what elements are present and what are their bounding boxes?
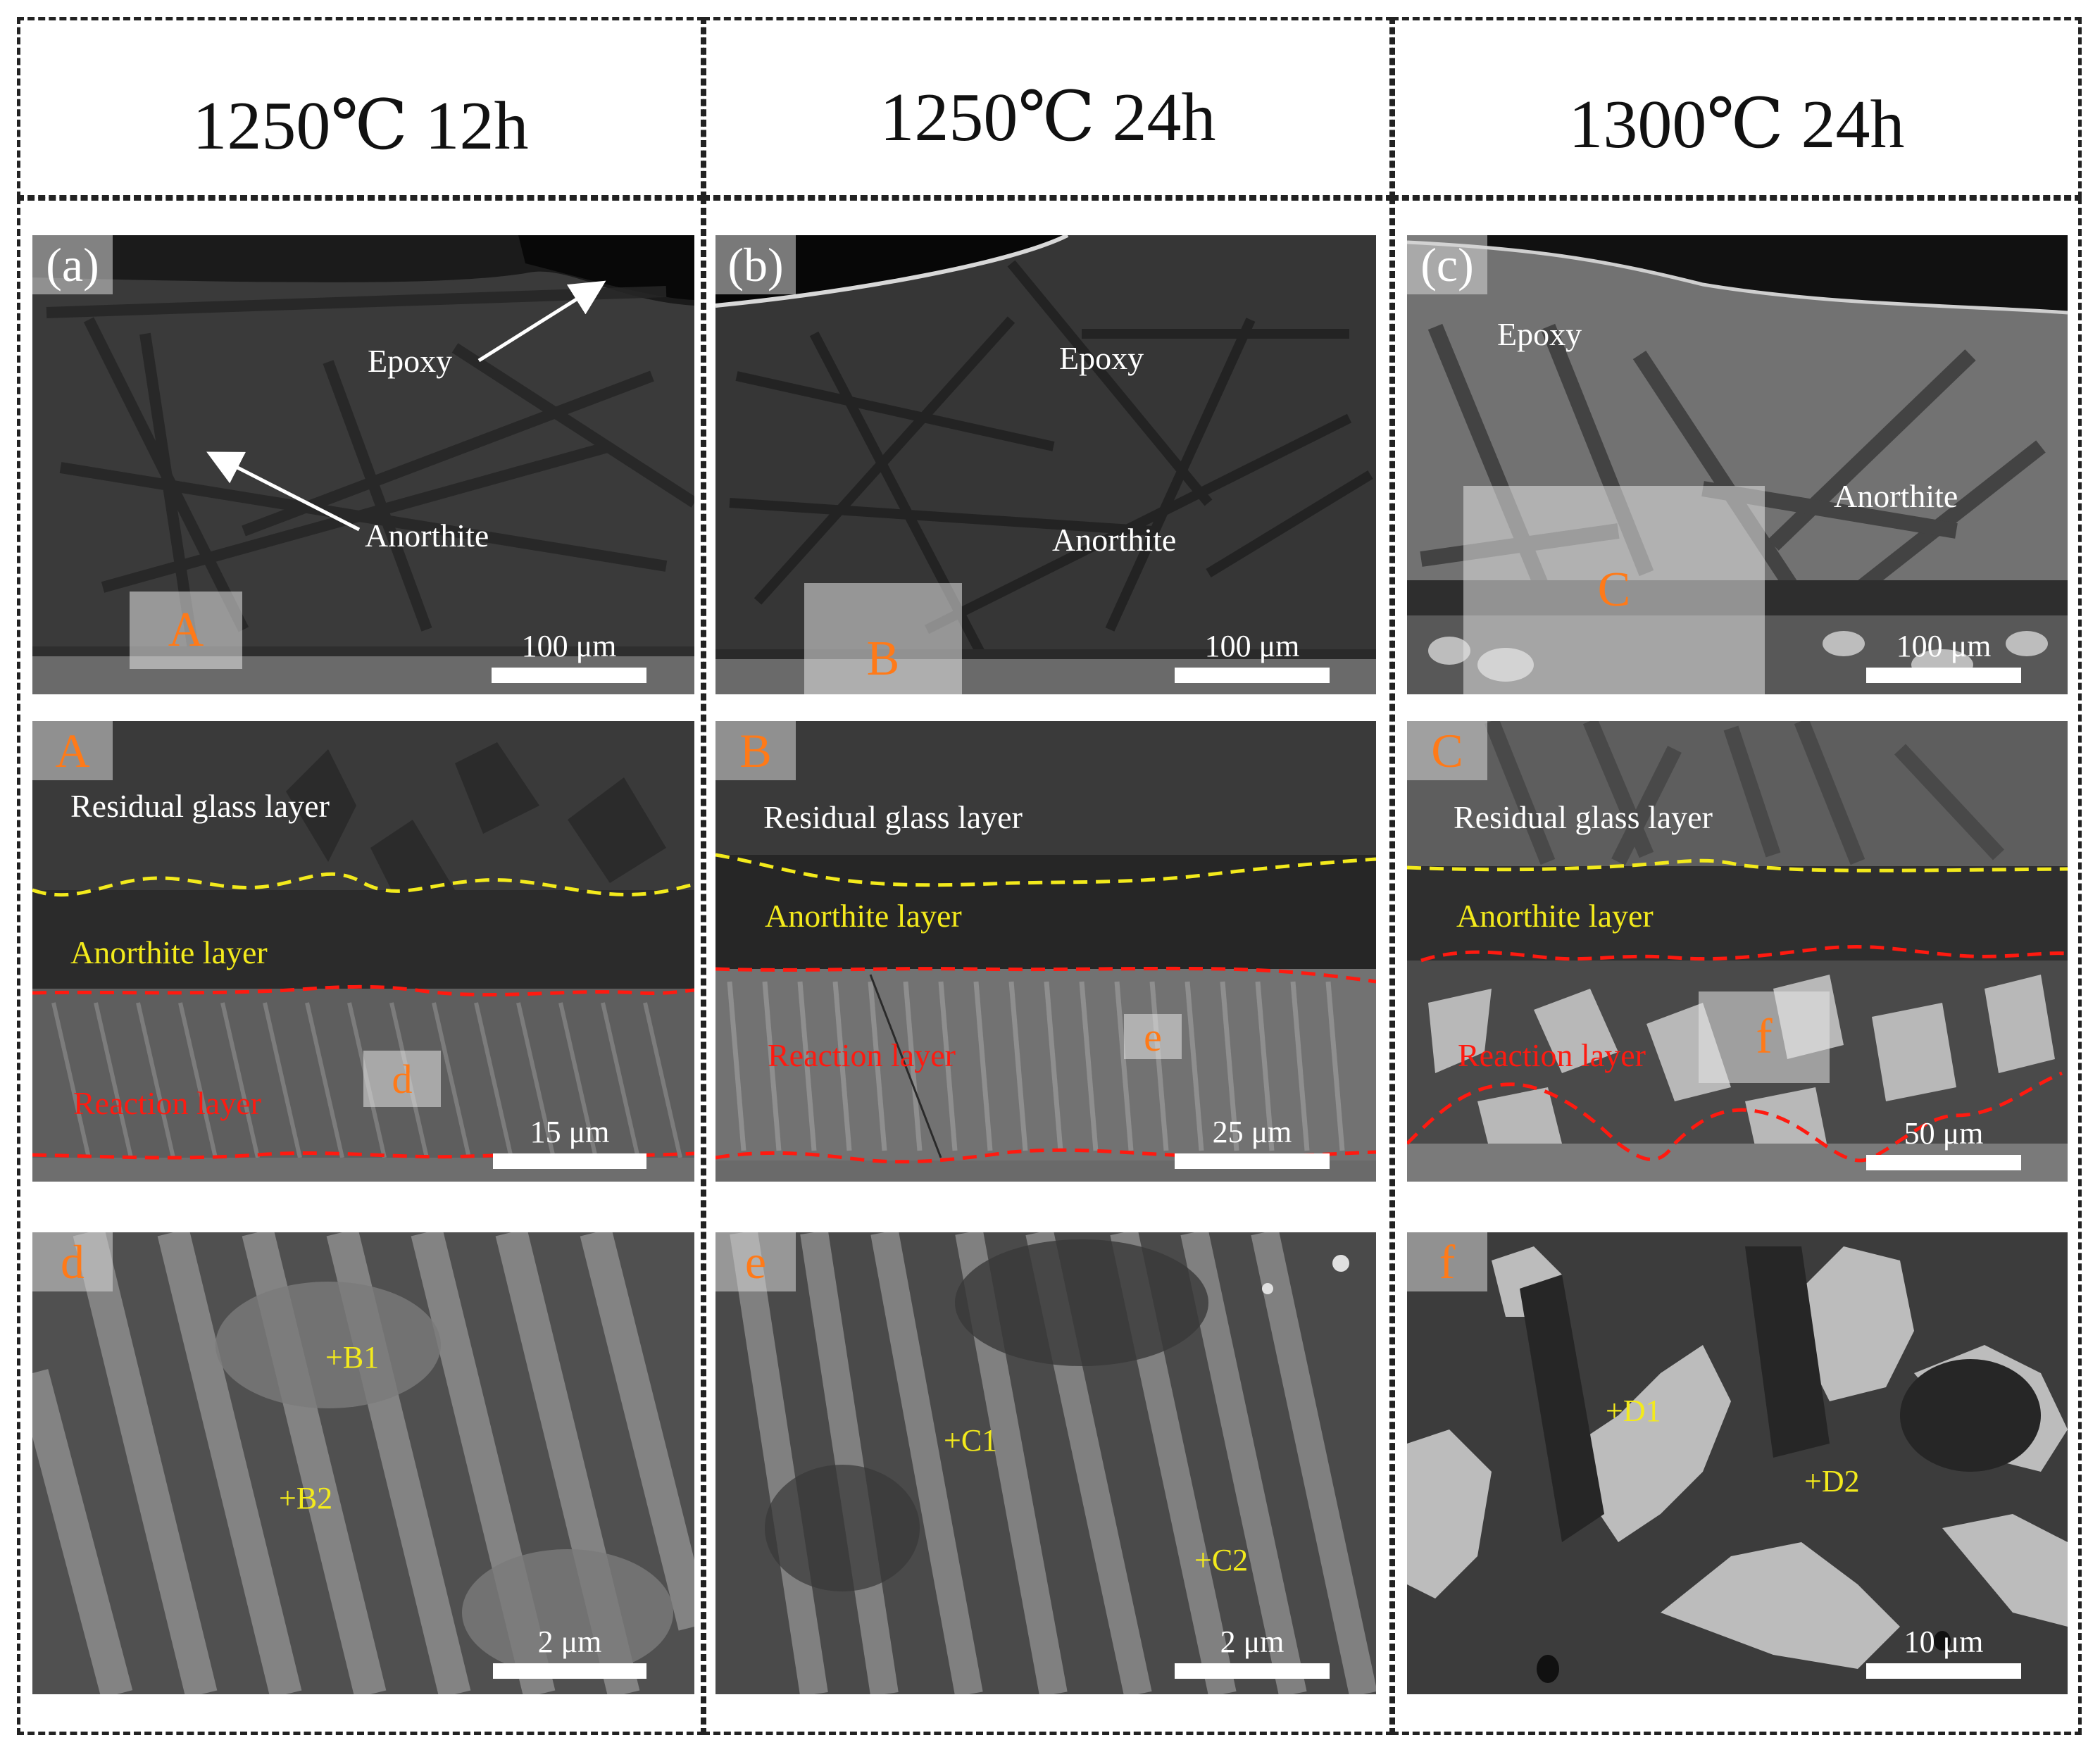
column-title-3: 1300℃ 24h (1568, 87, 1905, 163)
body-cell-2 (703, 197, 1393, 1735)
point-D2: +D2 (1804, 1464, 1860, 1498)
scalebar-label-f: 10 μm (1904, 1625, 1984, 1659)
scalebar-d: 2 μm (493, 1618, 646, 1679)
panel-tag-B-zoom: B (715, 721, 796, 780)
panel-tag-C-zoom: C (1407, 721, 1487, 780)
point-D1: +D1 (1606, 1394, 1661, 1428)
scalebar-b: 100 μm (1175, 620, 1330, 683)
anorthite-label-a: Anorthite (365, 518, 489, 553)
scalebar-label-B-zoom: 25 μm (1212, 1115, 1292, 1149)
zoom-box-d: d (363, 1051, 441, 1107)
scalebar-A-zoom: 15 μm (493, 1108, 646, 1169)
point-label-B2: B2 (296, 1481, 333, 1515)
scalebar-bar-C-zoom (1866, 1155, 2021, 1170)
zoom-box-A: A (130, 592, 242, 669)
point-C1: +C1 (944, 1423, 998, 1458)
scalebar-bar-f (1866, 1663, 2021, 1679)
reaction-layer-label-C: Reaction layer (1458, 1037, 1646, 1073)
panel-tag-b: (b) (715, 235, 796, 294)
point-label-C2: C2 (1211, 1543, 1249, 1577)
point-B2: +B2 (279, 1481, 333, 1515)
scalebar-label-c: 100 μm (1896, 629, 1992, 663)
scalebar-label-C-zoom: 50 μm (1904, 1116, 1984, 1151)
sem-image-C-zoom (1407, 721, 2068, 1182)
scalebar-bar-b (1175, 668, 1330, 683)
scalebar-C-zoom: 50 μm (1866, 1110, 2021, 1170)
sem-panel-f (1407, 1232, 2068, 1694)
epoxy-label-b: Epoxy (1059, 340, 1144, 376)
header-cell-1 (17, 17, 704, 199)
sem-image-d (32, 1232, 694, 1694)
scalebar-label-b: 100 μm (1204, 629, 1300, 663)
sem-panel-B-zoom (715, 721, 1376, 1182)
sem-panel-d (32, 1232, 694, 1694)
zoom-box-f: f (1699, 991, 1830, 1083)
point-label-D2: D2 (1821, 1464, 1860, 1498)
reaction-layer-label-B: Reaction layer (768, 1037, 956, 1073)
scalebar-bar-a (492, 668, 646, 683)
panel-tag-a: (a) (32, 235, 113, 294)
zoom-box-B: B (804, 583, 962, 694)
sem-panel-e (715, 1232, 1376, 1694)
scalebar-B-zoom: 25 μm (1175, 1108, 1330, 1169)
column-title-2: 1250℃ 24h (880, 80, 1216, 156)
zoom-box-e: e (1124, 1014, 1182, 1060)
panel-tag-d: d (32, 1232, 113, 1291)
epoxy-label-c: Epoxy (1497, 316, 1582, 352)
reaction-layer-label-A: Reaction layer (73, 1085, 261, 1121)
point-label-B1: B1 (342, 1340, 380, 1375)
scalebar-bar-c (1866, 668, 2021, 683)
sem-panel-C-zoom (1407, 721, 2068, 1182)
sem-image-B-zoom (715, 721, 1376, 1182)
panel-tag-A-zoom: A (32, 721, 113, 780)
anorthite-label-b: Anorthite (1052, 522, 1177, 558)
scalebar-e: 2 μm (1175, 1618, 1330, 1679)
scalebar-label-a: 100 μm (521, 629, 617, 663)
point-C2: +C2 (1194, 1543, 1249, 1577)
glass-layer-label-C: Residual glass layer (1454, 799, 1713, 835)
scalebar-bar-B-zoom (1175, 1153, 1330, 1169)
epoxy-label-a: Epoxy (368, 343, 453, 379)
body-cell-3 (1392, 197, 2082, 1735)
scalebar-f: 10 μm (1866, 1618, 2021, 1679)
header-cell-3 (1392, 17, 2082, 199)
sem-image-e (715, 1232, 1376, 1694)
anorthite-layer-label-C: Anorthite layer (1456, 898, 1654, 934)
anorthite-layer-label-B: Anorthite layer (765, 898, 962, 934)
panel-tag-f: f (1407, 1232, 1487, 1291)
panel-tag-c: (c) (1407, 235, 1487, 294)
anorthite-label-c: Anorthite (1834, 478, 1958, 514)
column-title-1: 1250℃ 12h (192, 88, 529, 164)
scalebar-label-e: 2 μm (1220, 1625, 1285, 1659)
point-B1: +B1 (325, 1340, 380, 1375)
scalebar-bar-A-zoom (493, 1153, 646, 1169)
sem-image-f (1407, 1232, 2068, 1694)
scalebar-a: 100 μm (492, 620, 646, 683)
scalebar-bar-d (493, 1663, 646, 1679)
glass-layer-label-A: Residual glass layer (70, 788, 330, 824)
scalebar-label-d: 2 μm (537, 1625, 602, 1659)
scalebar-label-A-zoom: 15 μm (530, 1115, 610, 1149)
zoom-box-C: C (1463, 486, 1765, 694)
scalebar-bar-e (1175, 1663, 1330, 1679)
anorthite-layer-label-A: Anorthite layer (70, 934, 268, 970)
body-cell-1 (17, 197, 704, 1735)
panel-tag-e: e (715, 1232, 796, 1291)
point-label-D1: D1 (1623, 1394, 1661, 1428)
point-label-C1: C1 (961, 1423, 998, 1458)
header-cell-2 (703, 17, 1393, 199)
glass-layer-label-B: Residual glass layer (763, 799, 1023, 835)
scalebar-c: 100 μm (1866, 620, 2021, 683)
